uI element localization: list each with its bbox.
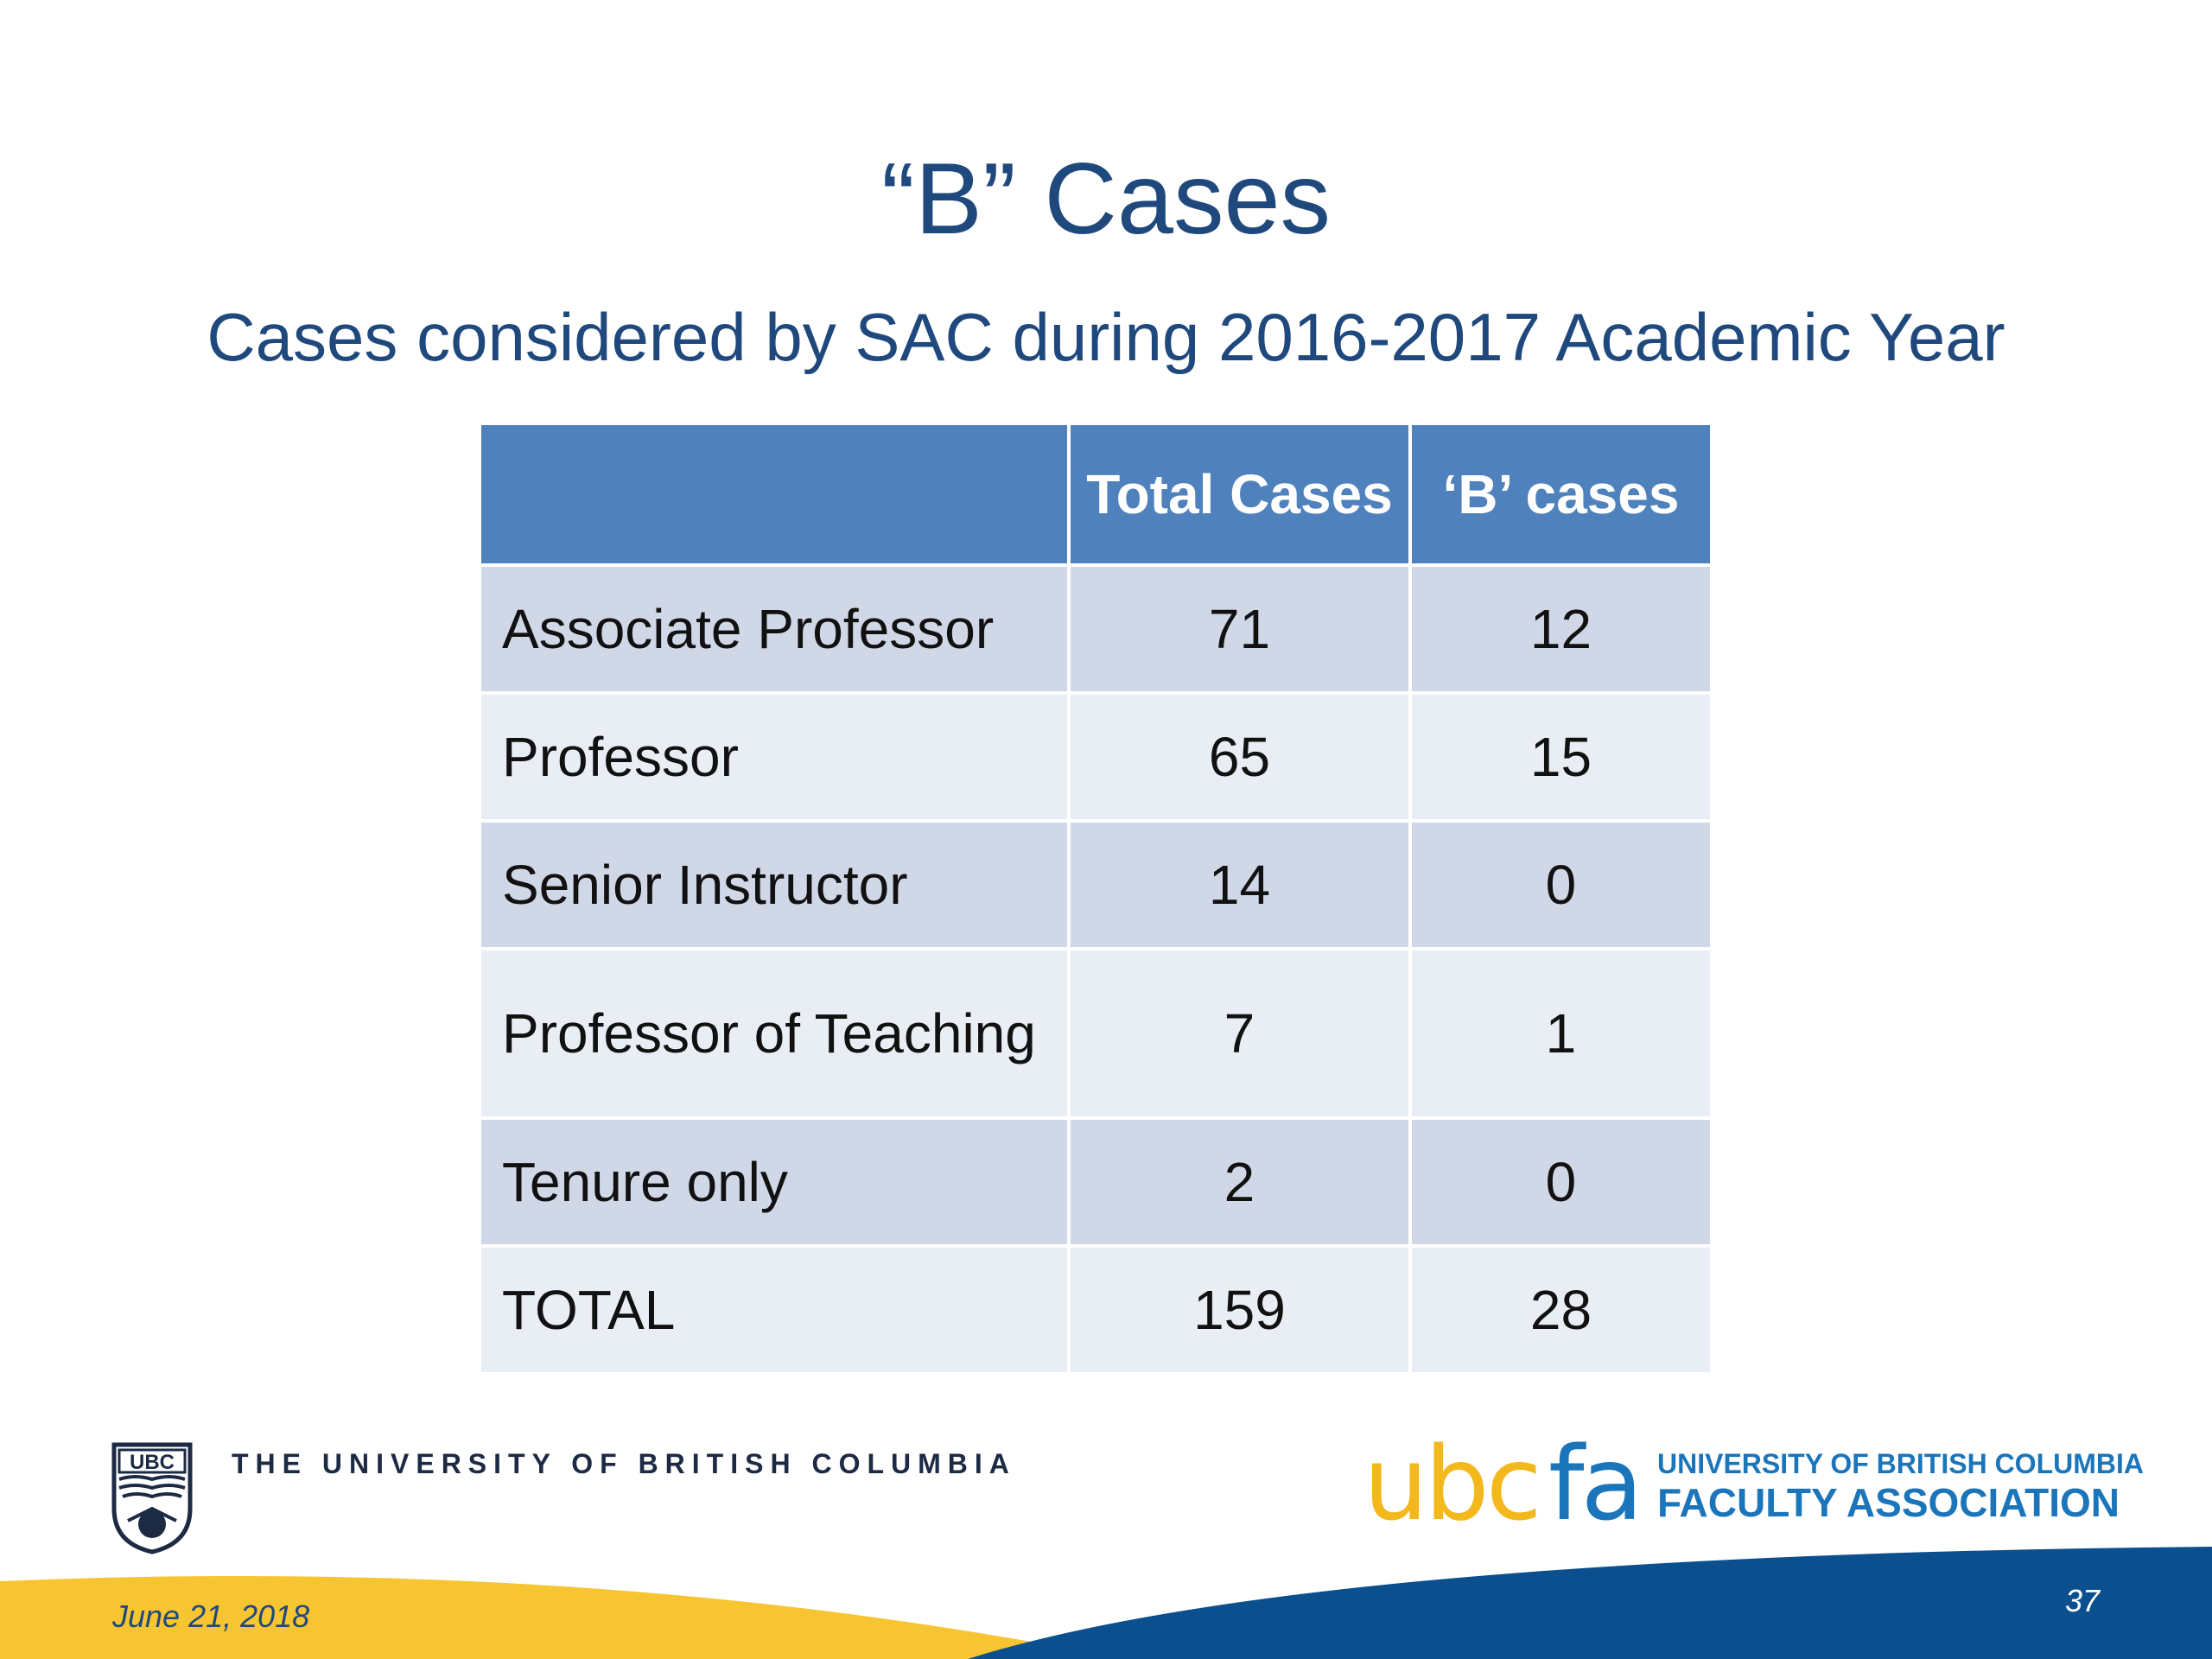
table-row-total: TOTAL 159 28 [481,1248,1710,1372]
table-row: Professor of Teaching 7 1 [481,950,1710,1116]
row-label: Associate Professor [481,567,1068,691]
row-b: 0 [1411,1120,1710,1244]
ubc-crest-icon: UBC [111,1442,193,1554]
row-label: Professor of Teaching [481,950,1068,1116]
row-b: 28 [1411,1248,1710,1372]
table-row: Professor 65 15 [481,695,1710,819]
cases-table: Total Cases ‘B’ cases Associate Professo… [478,422,1713,1376]
slide-subtitle: Cases considered by SAC during 2016-2017… [207,299,2005,375]
table-row: Senior Instructor 14 0 [481,823,1710,947]
row-b: 15 [1411,695,1710,819]
footer-swoosh [0,1547,2212,1659]
ubcfa-logo-fa: fa [1548,1424,1640,1543]
row-total: 71 [1071,567,1408,691]
slide-number: 37 [2065,1583,2101,1618]
row-total: 65 [1071,695,1408,819]
header-total-cases: Total Cases [1071,425,1408,563]
ubc-crest-label: UBC [130,1451,175,1474]
fa-name-line1: UNIVERSITY OF BRITISH COLUMBIA [1657,1448,2144,1479]
header-empty [481,425,1068,563]
ubcfa-logo-icon: ubc fa [1363,1424,1643,1543]
table-row: Tenure only 2 0 [481,1120,1710,1244]
table-row: Associate Professor 71 12 [481,567,1710,691]
ubcfa-logo-ubc: ubc [1363,1424,1539,1543]
row-total: 14 [1071,823,1408,947]
row-label: TOTAL [481,1248,1068,1372]
header-b-cases: ‘B’ cases [1411,425,1710,563]
table-header-row: Total Cases ‘B’ cases [481,425,1710,563]
fa-name-line2: FACULTY ASSOCIATION [1657,1480,2120,1525]
row-label: Tenure only [481,1120,1068,1244]
row-b: 0 [1411,823,1710,947]
row-b: 1 [1411,950,1710,1116]
row-b: 12 [1411,567,1710,691]
row-total: 159 [1071,1248,1408,1372]
row-label: Professor [481,695,1068,819]
ubc-wordmark: THE UNIVERSITY OF BRITISH COLUMBIA [232,1448,1016,1479]
row-label: Senior Instructor [481,823,1068,947]
footer-date: June 21, 2018 [112,1599,310,1634]
slide-title: “B” Cases [880,142,1332,255]
row-total: 2 [1071,1120,1408,1244]
row-total: 7 [1071,950,1408,1116]
